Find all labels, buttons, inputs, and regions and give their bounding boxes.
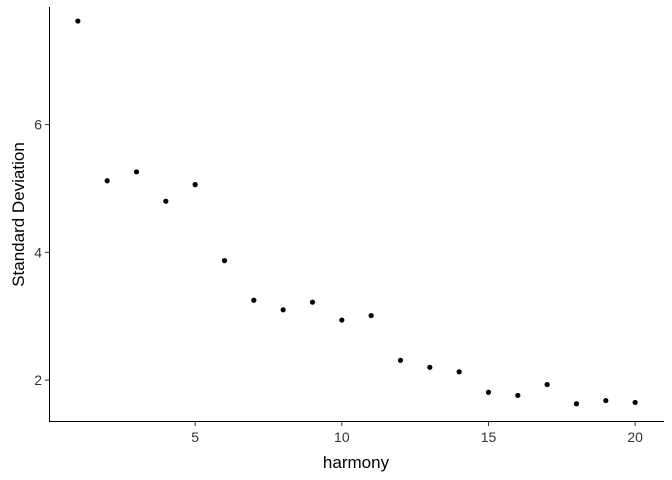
x-axis-ticks: 5 10 15 20	[191, 421, 643, 445]
data-point	[163, 198, 169, 204]
x-tick-label: 5	[191, 429, 199, 445]
x-tick-label: 15	[481, 429, 497, 445]
data-point	[339, 317, 345, 323]
data-point	[632, 399, 638, 406]
data-point	[309, 299, 316, 305]
data-point	[104, 178, 110, 184]
x-tick-label: 10	[334, 429, 350, 445]
x-axis-title: harmony	[323, 453, 390, 472]
y-axis-ticks: 2 4 6	[34, 117, 50, 388]
data-point	[515, 392, 521, 399]
data-point	[280, 307, 286, 313]
plot-area	[75, 18, 638, 407]
y-tick-label: 2	[34, 372, 42, 388]
data-point	[485, 389, 492, 395]
data-point	[603, 397, 609, 404]
data-point	[221, 258, 228, 264]
data-point	[573, 401, 580, 407]
data-point	[251, 297, 257, 303]
data-point	[368, 312, 374, 319]
data-point	[544, 381, 550, 388]
y-axis-title: Standard Deviation	[9, 142, 28, 287]
data-point	[397, 357, 404, 363]
data-point	[427, 364, 433, 370]
data-point	[456, 369, 462, 375]
data-point	[192, 182, 198, 188]
data-point	[75, 18, 81, 24]
data-point	[133, 169, 140, 175]
y-tick-label: 6	[34, 117, 42, 133]
x-tick-label: 20	[627, 429, 643, 445]
y-tick-label: 4	[34, 244, 42, 260]
